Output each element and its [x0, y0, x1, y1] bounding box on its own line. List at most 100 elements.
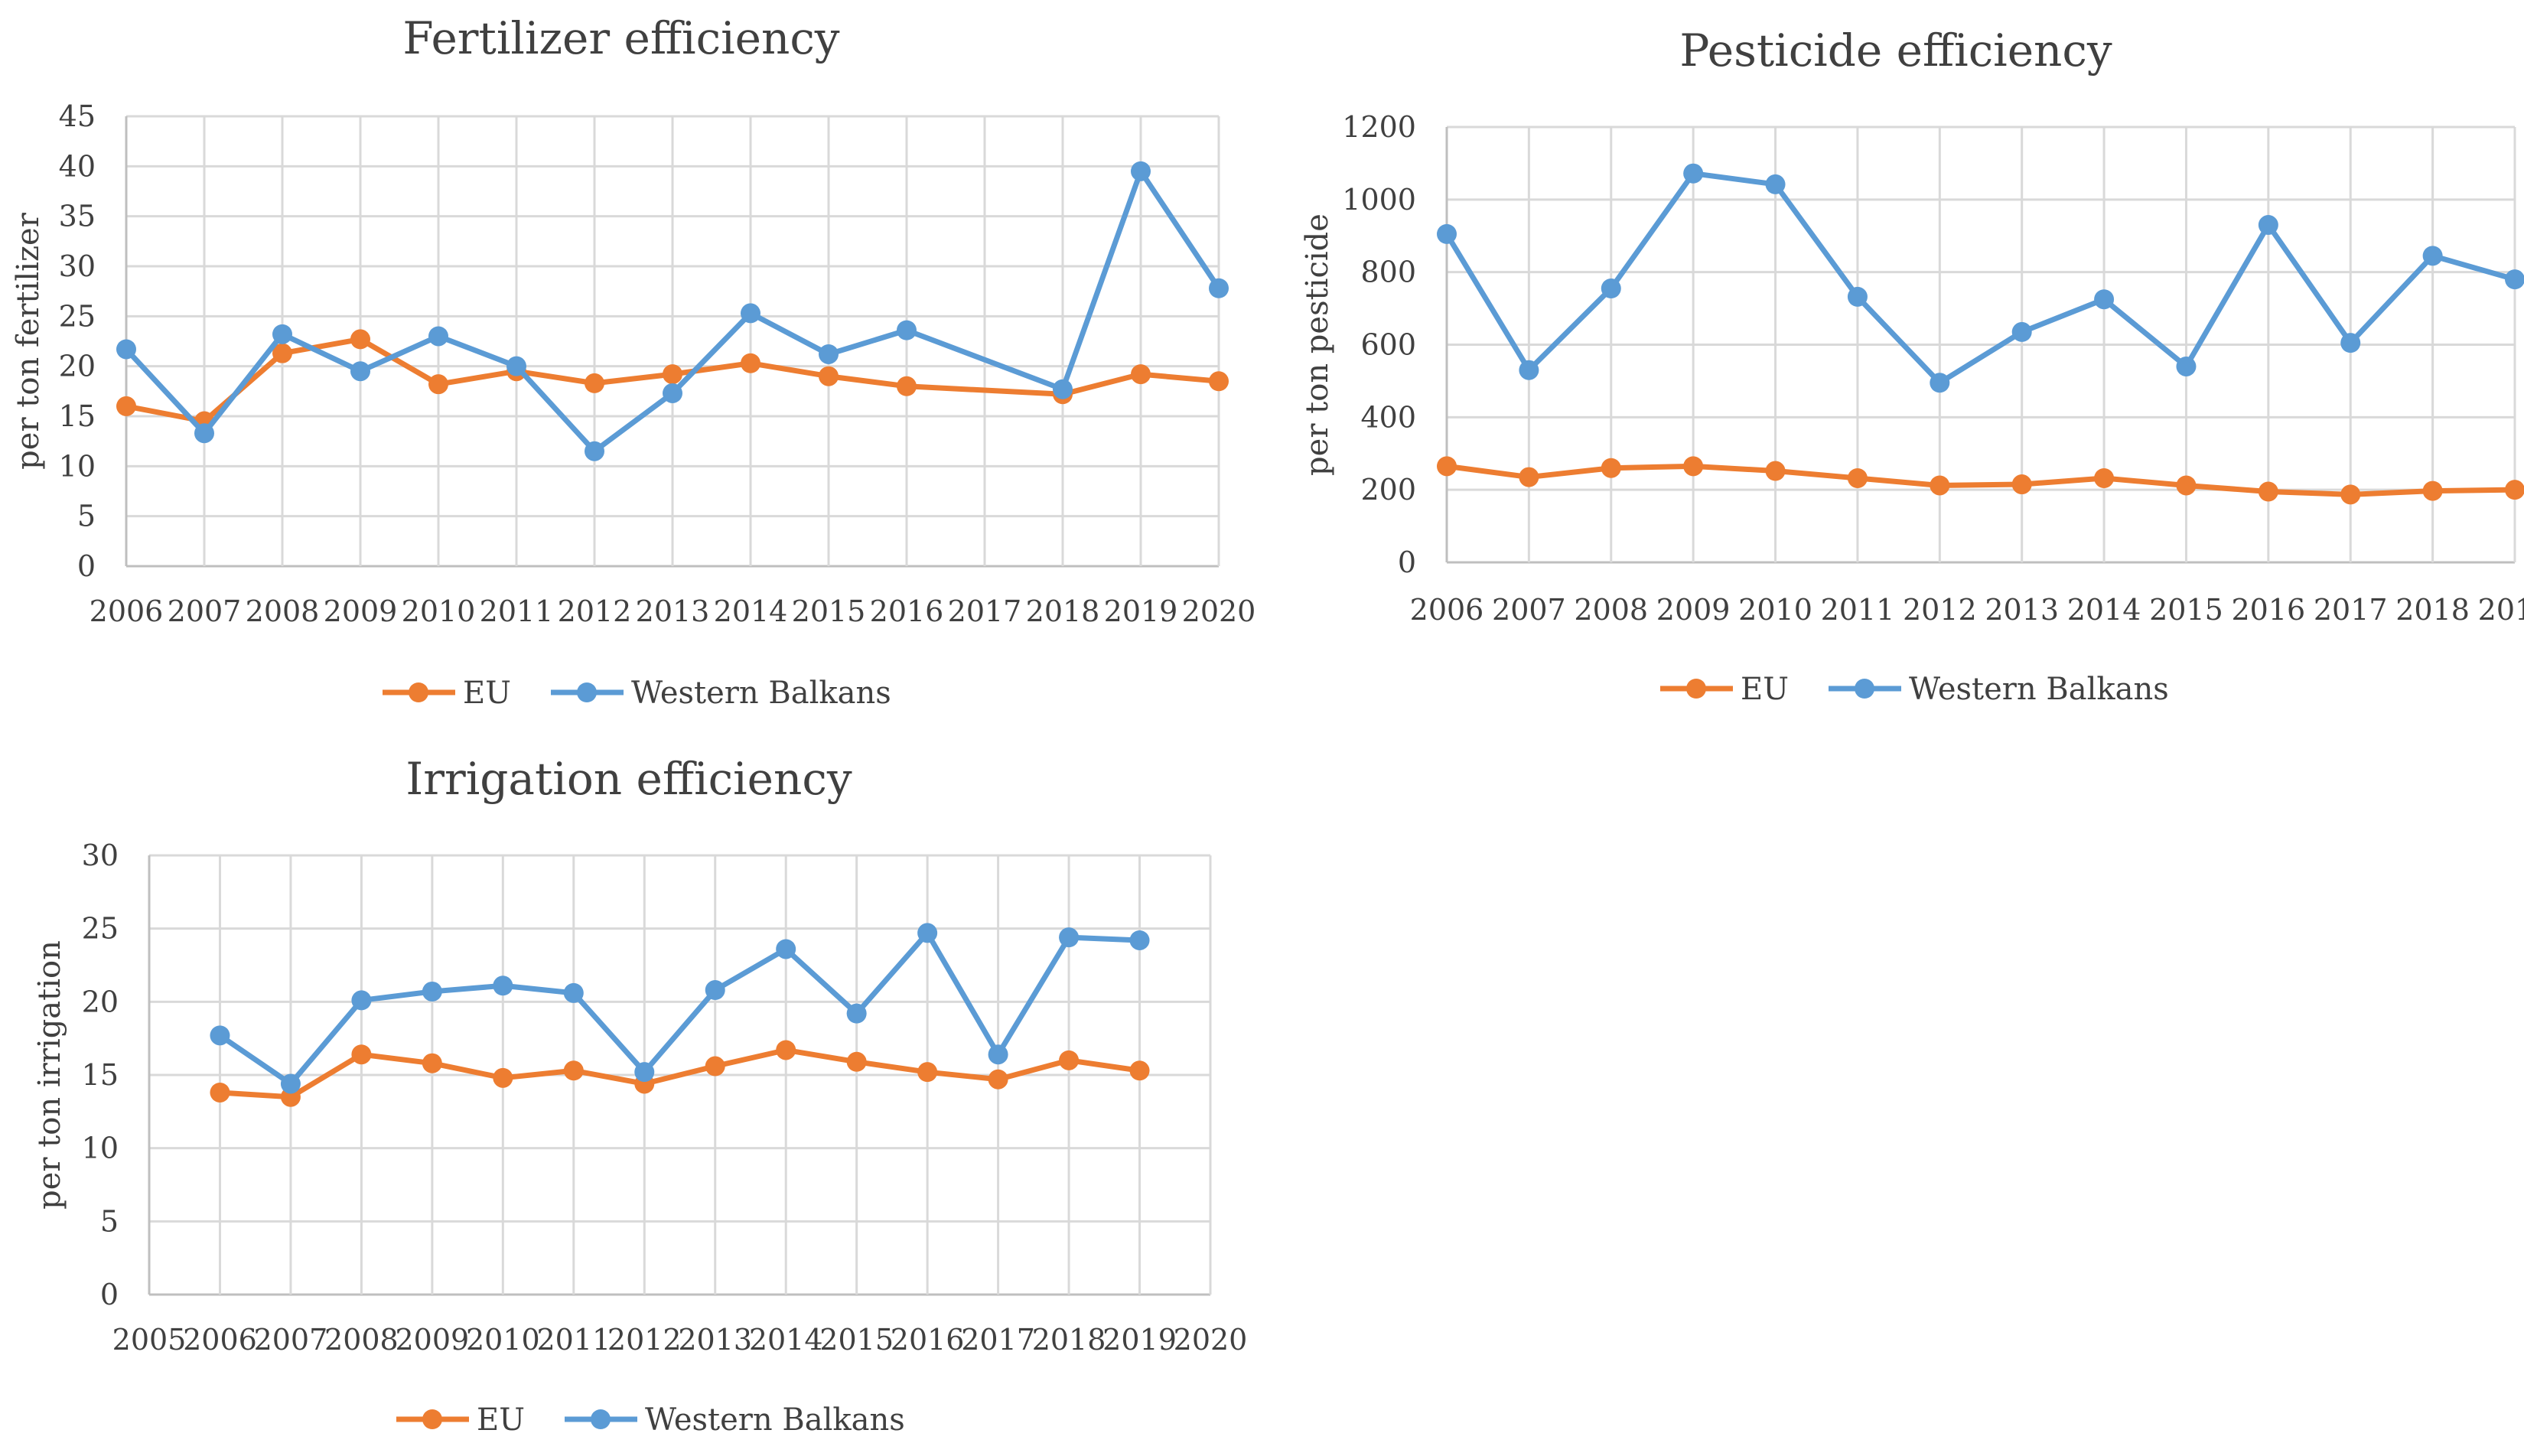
irr-xtick-label: 2015 — [819, 1323, 894, 1357]
pest-ytick-label: 1000 — [1342, 183, 1416, 217]
fert-ytick-label: 5 — [77, 500, 96, 533]
pest-data-point-wb — [2176, 356, 2197, 376]
pest-data-point-eu — [1847, 467, 1868, 488]
fert-data-point-wb — [1209, 278, 1229, 298]
irr-ylabel: per ton irrigation — [32, 940, 67, 1210]
pest-data-point-eu — [2176, 475, 2197, 496]
pest-data-point-wb — [2258, 215, 2278, 236]
pest-data-point-wb — [1683, 163, 1704, 184]
fert-xtick-label: 2007 — [168, 594, 242, 628]
irr-xtick-label: 2007 — [254, 1323, 328, 1357]
fert-xtick-label: 2010 — [402, 594, 476, 628]
fert-ytick-label: 25 — [59, 299, 96, 333]
legend-label-wb: Western Balkans — [1909, 672, 2169, 707]
irr-ytick-label: 30 — [82, 839, 119, 872]
fert-xtick-label: 2014 — [714, 594, 788, 628]
fert-data-point-eu — [585, 373, 604, 393]
pest-data-point-wb — [1930, 373, 1950, 393]
pest-ytick-label: 400 — [1360, 400, 1416, 434]
pest-xtick-label: 2008 — [1574, 593, 1648, 627]
legend-label-eu: EU — [1741, 672, 1789, 707]
fert-xtick-label: 2012 — [558, 594, 632, 628]
pest-title: Pesticide efficiency — [1679, 24, 2112, 77]
irr-xtick-label: 2020 — [1174, 1323, 1248, 1357]
fert-xtick-label: 2018 — [1026, 594, 1100, 628]
fert-xtick-label: 2006 — [90, 594, 164, 628]
pest-data-point-eu — [2258, 481, 2278, 502]
irr-data-point-wb — [422, 981, 442, 1002]
irr-xtick-label: 2012 — [607, 1323, 682, 1357]
fert-ytick-label: 0 — [77, 549, 96, 583]
fert-ytick-label: 15 — [59, 399, 96, 433]
irr-ytick-label: 0 — [100, 1278, 119, 1311]
pest-xtick-label: 2018 — [2395, 593, 2470, 627]
pest-ytick-label: 0 — [1398, 546, 1416, 579]
fert-data-point-eu — [428, 374, 448, 395]
irr-xtick-label: 2005 — [112, 1323, 187, 1357]
irr-data-point-eu — [563, 1060, 584, 1081]
fert-ytick-label: 30 — [59, 249, 96, 283]
irr-ytick-label: 20 — [82, 985, 119, 1018]
irr-xtick-label: 2013 — [678, 1323, 752, 1357]
fert-xtick-label: 2008 — [246, 594, 320, 628]
fert-data-point-eu — [272, 343, 292, 363]
pest-xtick-label: 2007 — [1492, 593, 1566, 627]
irr-data-point-wb — [776, 939, 796, 959]
pest-data-point-wb — [2011, 321, 2032, 342]
fert-data-point-wb — [1131, 161, 1151, 181]
pest-data-point-eu — [2094, 467, 2115, 488]
irr-data-point-eu — [776, 1040, 796, 1060]
irr-ytick-label: 15 — [82, 1058, 119, 1092]
irr-data-point-eu — [917, 1062, 938, 1083]
legend-label-eu: EU — [477, 1402, 525, 1438]
fert-data-point-wb — [585, 441, 604, 461]
pest-data-point-eu — [1601, 458, 1621, 478]
pest-data-point-eu — [1683, 456, 1704, 477]
pest-ytick-label: 1200 — [1342, 110, 1416, 144]
fert-data-point-wb — [272, 324, 292, 344]
pest-ylabel: per ton pesticide — [1300, 213, 1335, 476]
fert-xtick-label: 2019 — [1104, 594, 1178, 628]
legend-marker-wb — [1855, 679, 1874, 699]
irr-data-point-eu — [210, 1082, 230, 1103]
irr-data-point-wb — [846, 1003, 867, 1024]
irr-data-point-wb — [493, 976, 513, 996]
fert-xtick-label: 2017 — [948, 594, 1022, 628]
irr-xtick-label: 2014 — [749, 1323, 823, 1357]
legend-label-eu: EU — [463, 676, 511, 711]
pest-series-line-eu — [1446, 463, 2516, 497]
fert-xtick-label: 2013 — [636, 594, 710, 628]
pest-ytick-label: 600 — [1360, 328, 1416, 362]
irr-ytick-label: 10 — [82, 1132, 119, 1165]
pest-data-point-eu — [1519, 467, 1539, 487]
fert-xtick-label: 2016 — [870, 594, 944, 628]
irr-data-point-eu — [988, 1069, 1008, 1090]
irr-data-point-wb — [210, 1025, 230, 1046]
irr-xtick-label: 2009 — [396, 1323, 470, 1357]
fert-data-point-wb — [194, 423, 214, 444]
irr-xtick-label: 2011 — [536, 1323, 611, 1357]
fert-data-point-wb — [428, 326, 448, 347]
fert-ytick-label: 40 — [59, 149, 96, 183]
pest-data-point-eu — [2340, 484, 2361, 505]
pest-data-point-wb — [1601, 278, 1621, 299]
irr-data-point-eu — [846, 1051, 867, 1072]
pest-xtick-label: 2006 — [1410, 593, 1484, 627]
fert-xtick-label: 2011 — [480, 594, 554, 628]
fert-title: Fertilizer efficiency — [402, 12, 839, 64]
fert-data-point-eu — [1131, 364, 1151, 385]
irr-xtick-label: 2018 — [1032, 1323, 1106, 1357]
irr-data-point-wb — [1059, 927, 1080, 948]
fert-data-point-wb — [897, 320, 917, 340]
pest-data-point-eu — [1765, 461, 1786, 481]
fert-ytick-label: 35 — [59, 200, 96, 233]
irr-ytick-label: 5 — [100, 1204, 119, 1238]
pest-data-point-wb — [2505, 269, 2524, 290]
fert-data-point-eu — [819, 366, 839, 386]
pest-xtick-label: 2009 — [1656, 593, 1731, 627]
pest-xtick-label: 2015 — [2149, 593, 2223, 627]
pest-data-point-eu — [1930, 475, 1950, 496]
pest-ytick-label: 200 — [1360, 473, 1416, 507]
pest-xtick-label: 2019 — [2478, 593, 2524, 627]
